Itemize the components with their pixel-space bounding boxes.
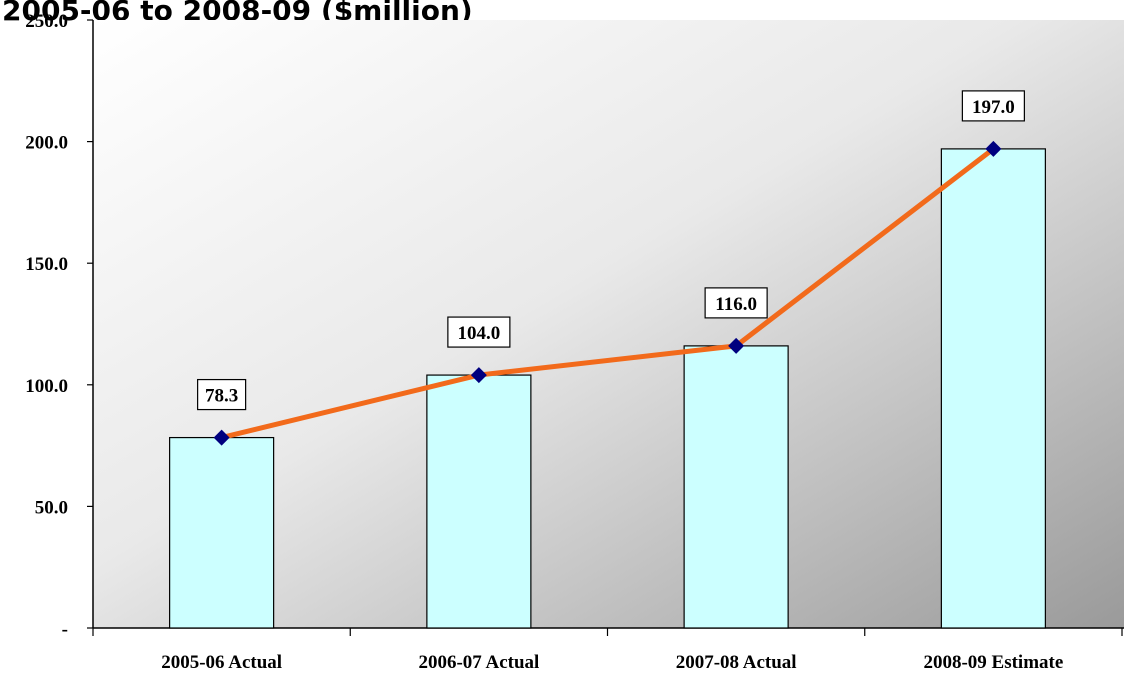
x-category-label: 2006-07 Actual [418, 652, 539, 673]
line-point-marker [728, 337, 745, 354]
x-category-label: 2005-06 Actual [161, 652, 282, 673]
data-label-box [197, 378, 247, 411]
x-category-label: 2008-09 Estimate [923, 652, 1063, 673]
data-label-box [704, 287, 768, 319]
y-tick-label: 150.0 [25, 254, 68, 275]
bar [426, 374, 532, 629]
y-tick-label: 50.0 [35, 497, 68, 518]
data-label: 78.3 [205, 386, 238, 407]
series-line [221, 146, 995, 441]
bar [940, 148, 1046, 629]
data-label: 104.0 [458, 323, 501, 344]
data-label: 116.0 [715, 294, 757, 315]
bar [683, 345, 789, 629]
y-tick-label: 200.0 [25, 133, 68, 154]
data-label: 197.0 [972, 97, 1015, 118]
y-tick-label: 250.0 [25, 11, 68, 32]
line-point-marker [470, 367, 487, 384]
line-point-marker [985, 140, 1002, 157]
data-label-box [961, 90, 1025, 122]
x-category-label: 2007-08 Actual [676, 652, 797, 673]
bar [169, 436, 275, 629]
data-label-box [447, 316, 511, 348]
y-tick-label: - [62, 619, 68, 640]
line-point-marker [213, 429, 230, 446]
y-tick-label: 100.0 [25, 376, 68, 397]
